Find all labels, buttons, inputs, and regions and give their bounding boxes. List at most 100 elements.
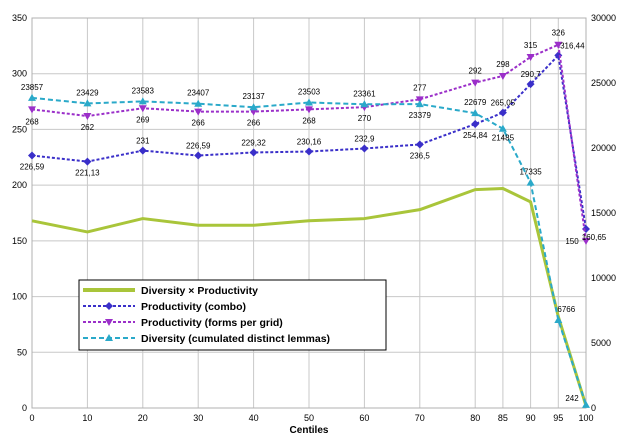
series-2-point xyxy=(471,79,480,87)
data-label: 265,05 xyxy=(491,99,516,108)
x-tick-label: 100 xyxy=(578,413,593,423)
series-3-point xyxy=(415,100,424,108)
x-tick-label: 0 xyxy=(29,413,34,423)
series-3-point xyxy=(498,124,507,132)
data-label: 269 xyxy=(136,115,150,124)
series-3-point xyxy=(554,316,563,324)
y-right-tick-label: 25000 xyxy=(591,78,616,88)
data-label: 226,59 xyxy=(20,163,45,172)
legend: Diversity × Productivity Productivity (co… xyxy=(78,279,387,351)
data-label: 23583 xyxy=(132,86,155,95)
series-1-point xyxy=(28,151,36,160)
series-1-point xyxy=(83,157,92,166)
series-3-point xyxy=(83,99,92,107)
x-tick-label: 10 xyxy=(82,413,92,423)
plot-frame xyxy=(31,17,587,409)
data-label: 23503 xyxy=(298,87,321,96)
data-label: 22679 xyxy=(464,98,487,107)
series-2-point xyxy=(582,237,590,245)
y-right-tick-label: 30000 xyxy=(591,13,616,23)
series-3-point xyxy=(194,99,203,107)
axes: 0501001502002503003500500010000150002000… xyxy=(12,13,616,434)
data-label: 23857 xyxy=(21,83,44,92)
data-label: 236,5 xyxy=(410,151,431,160)
series-3-point xyxy=(249,103,258,111)
legend-marker-3 xyxy=(105,334,113,341)
series-2-point xyxy=(526,54,535,61)
data-label: 23429 xyxy=(76,88,99,97)
series-1-point xyxy=(415,140,424,149)
x-tick-label: 90 xyxy=(526,413,536,423)
x-tick-label: 85 xyxy=(498,413,508,423)
y-left-tick-label: 250 xyxy=(12,124,27,134)
series-1-point xyxy=(526,80,535,89)
x-tick-label: 70 xyxy=(415,413,425,423)
series-2-point xyxy=(83,113,92,121)
legend-entry: Diversity (cumulated distinct lemmas) xyxy=(141,333,330,345)
legend-marker-2 xyxy=(105,319,113,326)
series-1-point xyxy=(471,120,480,129)
y-right-tick-label: 10000 xyxy=(591,273,616,283)
data-label: 230,16 xyxy=(297,138,322,147)
series-3-point xyxy=(582,400,590,408)
data-label: 266 xyxy=(247,119,261,128)
data-label: 6766 xyxy=(557,305,575,314)
data-label: 23361 xyxy=(353,89,376,98)
data-label: 23379 xyxy=(409,111,432,120)
y-left-tick-label: 0 xyxy=(22,403,27,413)
series-2-point xyxy=(138,105,147,113)
data-label: 229,32 xyxy=(241,138,266,147)
y-left-tick-label: 200 xyxy=(12,180,27,190)
data-label: 254,84 xyxy=(463,131,488,140)
x-axis-title: Centiles xyxy=(290,425,329,434)
series-3-point xyxy=(526,178,535,186)
legend-entry: Productivity (combo) xyxy=(141,301,246,313)
series-2-point xyxy=(305,106,313,114)
x-tick-label: 20 xyxy=(138,413,148,423)
data-label: 221,13 xyxy=(75,169,100,178)
series-3-point xyxy=(305,98,313,106)
series-1-point xyxy=(194,151,203,160)
data-label: 17335 xyxy=(519,168,542,177)
series-1-point xyxy=(498,108,507,117)
data-label: 266 xyxy=(192,119,206,128)
series-2-point xyxy=(554,41,563,49)
x-tick-label: 80 xyxy=(470,413,480,423)
y-right-tick-label: 5000 xyxy=(591,338,611,348)
series-3-point xyxy=(28,93,36,101)
x-tick-label: 95 xyxy=(553,413,563,423)
y-left-tick-label: 300 xyxy=(12,69,27,79)
legend-entry: Productivity (forms per grid) xyxy=(141,317,283,329)
data-label: 315 xyxy=(524,41,538,50)
data-label: 270 xyxy=(358,114,372,123)
data-label: 298 xyxy=(496,60,510,69)
data-label: 326 xyxy=(552,29,566,38)
x-tick-label: 30 xyxy=(193,413,203,423)
data-label: 268 xyxy=(302,116,316,125)
series-3-point xyxy=(138,97,147,105)
data-label: 290,7 xyxy=(521,70,542,79)
series-1-point xyxy=(360,144,369,153)
data-label: 231 xyxy=(136,137,150,146)
data-labels: 226,59 221,13 231 226,59 229,32 230,16 232,9 23… xyxy=(20,29,607,403)
y-right-tick-label: 0 xyxy=(591,403,596,413)
x-tick-label: 60 xyxy=(359,413,369,423)
series-2-point xyxy=(194,108,203,116)
series-2-point xyxy=(415,96,424,104)
data-label: 268 xyxy=(25,117,39,126)
y-left-tick-label: 150 xyxy=(12,236,27,246)
series-2-point xyxy=(249,108,258,116)
series-3-point xyxy=(471,109,480,117)
data-label: 262 xyxy=(81,123,95,132)
data-label: 23137 xyxy=(242,92,265,101)
series-line-0 xyxy=(31,186,588,407)
data-label: 292 xyxy=(469,67,483,76)
series-1-point xyxy=(305,147,313,156)
data-label: 277 xyxy=(413,83,427,92)
data-label: 226,59 xyxy=(186,142,211,151)
data-label: 150 xyxy=(565,237,579,246)
data-label: 21485 xyxy=(492,134,515,143)
data-label: 232,9 xyxy=(354,134,375,143)
series-2-point xyxy=(28,106,36,114)
